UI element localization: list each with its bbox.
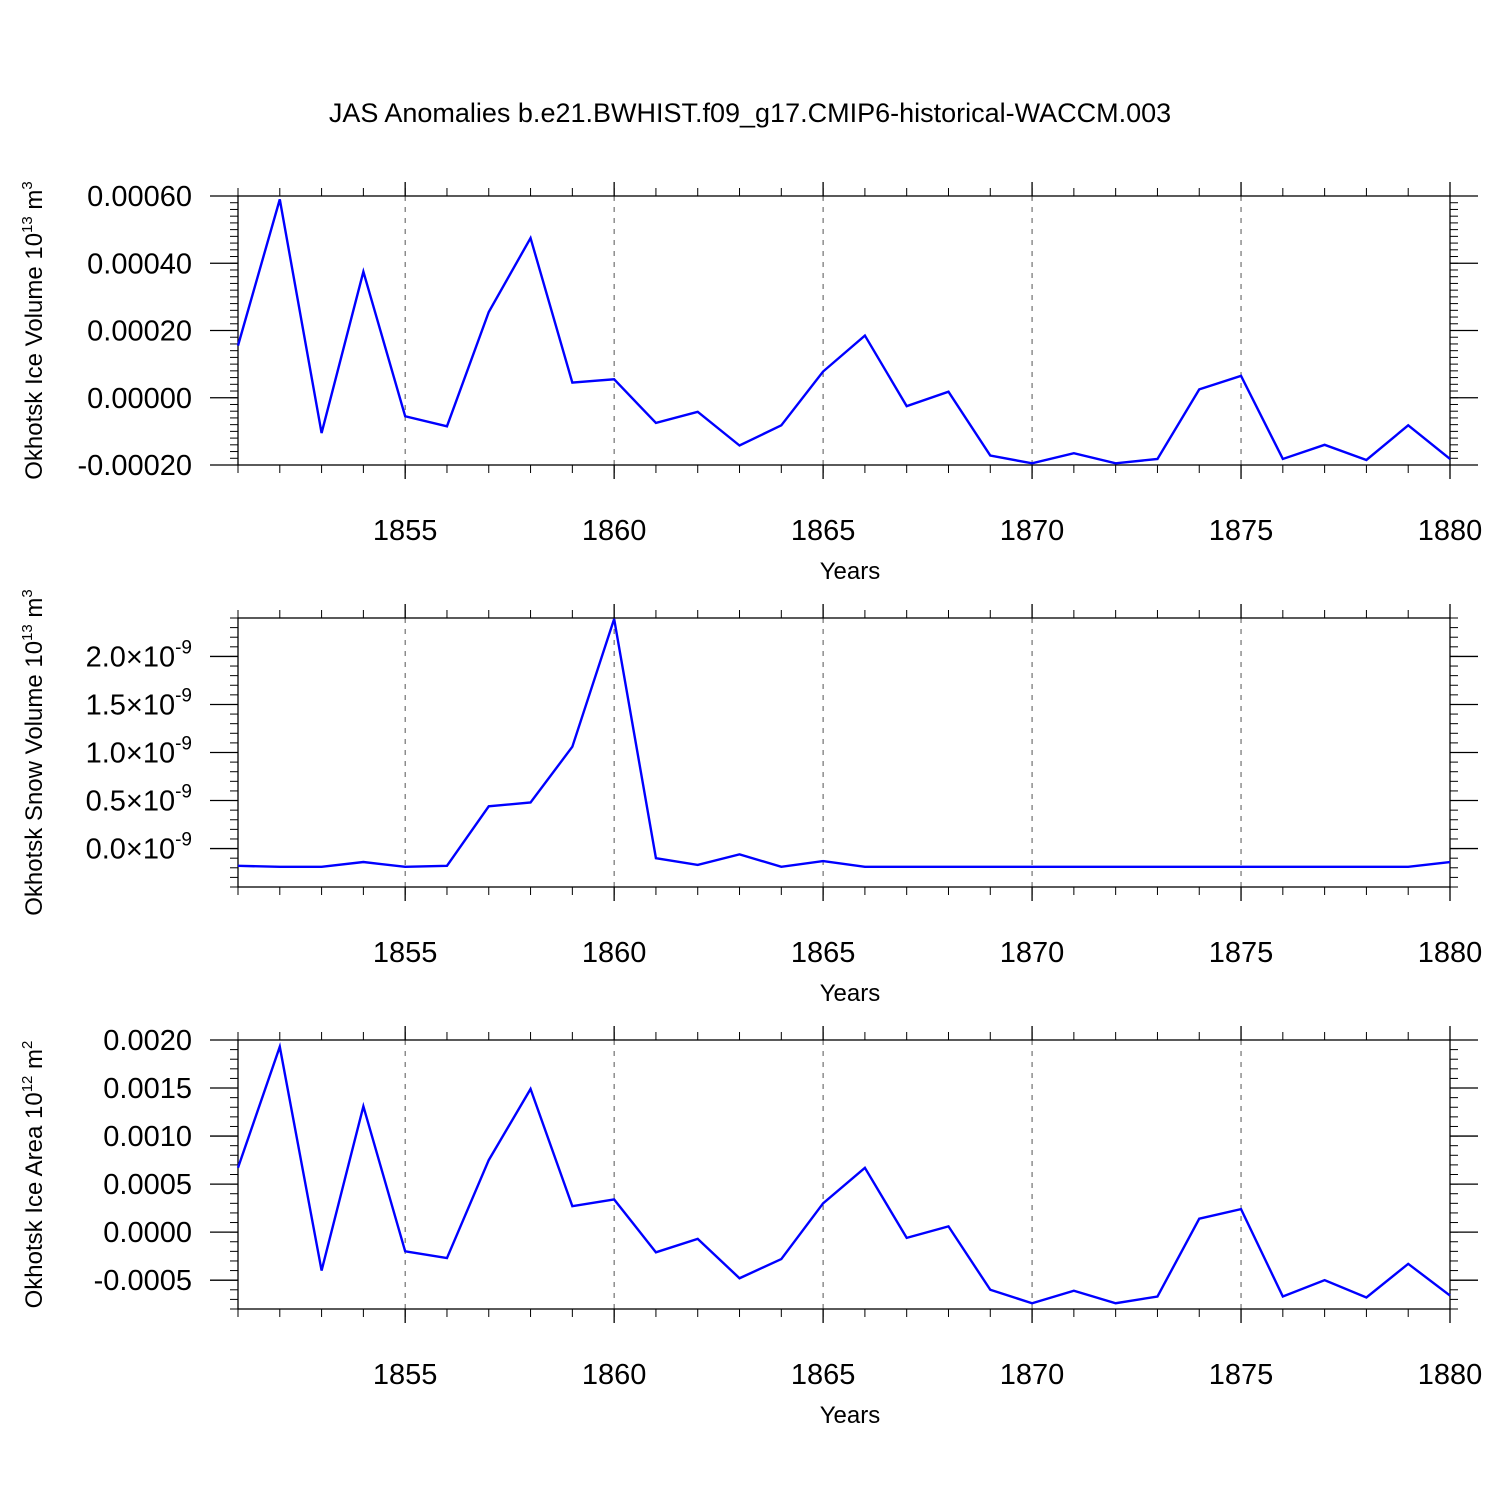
x-tick-label: 1875 bbox=[1209, 515, 1274, 547]
y-tick-label: 0.0015 bbox=[103, 1073, 192, 1105]
y-tick-label: 0.00020 bbox=[87, 316, 192, 348]
y-tick-label: 0.0005 bbox=[103, 1169, 192, 1201]
x-tick-label: 1870 bbox=[1000, 1359, 1065, 1391]
chart-panel-2: 1855 1860 1865 1870 1875 1880 2.0×10-9 1.5×10-9… bbox=[19, 589, 1482, 1007]
x-tick-label: 1870 bbox=[1000, 937, 1065, 969]
series-line bbox=[236, 1042, 1451, 1305]
y-tick-label: -0.0005 bbox=[94, 1265, 192, 1297]
chart-panel-3: 1855 1860 1865 1870 1875 1880 0.0020 0.0015 0.00… bbox=[19, 1025, 1482, 1429]
x-tick-label: 1855 bbox=[373, 1359, 438, 1391]
chart-panel-1: 1855 1860 1865 1870 1875 1880 0.00060 0.00040 0.… bbox=[19, 181, 1482, 585]
x-axis-title: Years bbox=[820, 1402, 881, 1429]
y-tick-label: 0.0×10-9 bbox=[86, 830, 192, 866]
x-tick-label: 1860 bbox=[582, 937, 647, 969]
y-axis-title: Okhotsk Snow Volume 1013 m3 bbox=[19, 589, 48, 916]
y-tick-label: 2.0×10-9 bbox=[86, 637, 192, 673]
y-tick-label: 0.5×10-9 bbox=[86, 782, 192, 818]
x-axis-title: Years bbox=[820, 558, 881, 585]
x-tick-label: 1865 bbox=[791, 1359, 856, 1391]
x-tick-label: 1860 bbox=[582, 515, 647, 547]
x-tick-label: 1875 bbox=[1209, 937, 1274, 969]
x-tick-label: 1875 bbox=[1209, 1359, 1274, 1391]
series-line bbox=[236, 199, 1451, 465]
y-tick-label: 1.0×10-9 bbox=[86, 734, 192, 770]
x-tick-label: 1880 bbox=[1418, 515, 1483, 547]
y-tick-label: 0.00040 bbox=[87, 248, 192, 280]
x-tick-label: 1855 bbox=[373, 515, 438, 547]
x-tick-label: 1870 bbox=[1000, 515, 1065, 547]
y-tick-label: 0.0020 bbox=[103, 1025, 192, 1057]
chart-title: JAS Anomalies b.e21.BWHIST.f09_g17.CMIP6… bbox=[329, 98, 1171, 128]
x-tick-label: 1865 bbox=[791, 515, 856, 547]
y-tick-label: 1.5×10-9 bbox=[86, 685, 192, 721]
x-tick-label: 1865 bbox=[791, 937, 856, 969]
x-tick-label: 1880 bbox=[1418, 937, 1483, 969]
y-tick-label: 0.0010 bbox=[103, 1121, 192, 1153]
y-tick-label: 0.00000 bbox=[87, 383, 192, 415]
y-tick-label: 0.0000 bbox=[103, 1217, 192, 1249]
series-line bbox=[237, 618, 1451, 869]
y-tick-label: 0.00060 bbox=[87, 181, 192, 213]
y-axis-title: Okhotsk Ice Volume 1013 m3 bbox=[19, 181, 48, 480]
x-tick-label: 1860 bbox=[582, 1359, 647, 1391]
y-tick-label: -0.00020 bbox=[78, 450, 193, 482]
y-axis-title: Okhotsk Ice Area 1012 m2 bbox=[19, 1041, 48, 1309]
x-tick-label: 1880 bbox=[1418, 1359, 1483, 1391]
x-axis-title: Years bbox=[820, 980, 881, 1007]
x-tick-label: 1855 bbox=[373, 937, 438, 969]
